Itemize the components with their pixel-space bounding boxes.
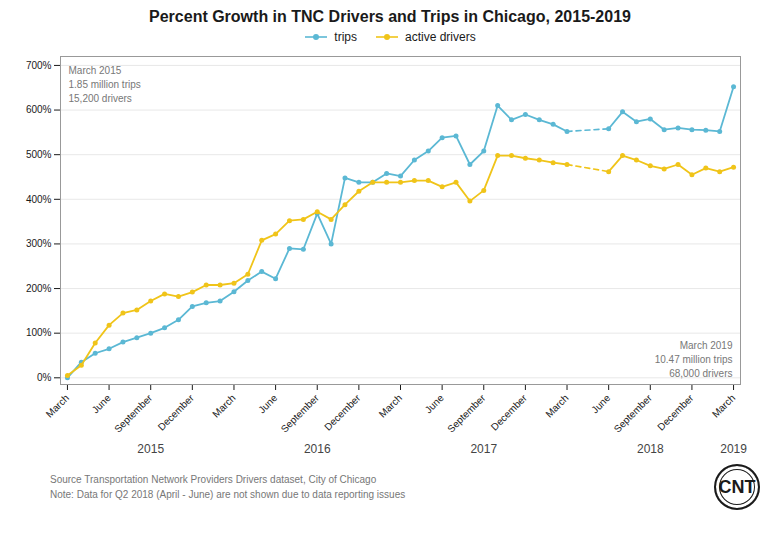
svg-text:March: March [543, 392, 570, 419]
svg-text:December: December [489, 392, 530, 433]
svg-text:March: March [44, 392, 71, 419]
svg-text:December: December [322, 392, 363, 433]
svg-text:100%: 100% [26, 327, 52, 338]
svg-text:700%: 700% [26, 60, 52, 71]
html-text:CNT: CNT [718, 476, 756, 497]
html-text:Note: Data for Q2 2018 (April: Note: Data for Q2 2018 (April - June) ar… [50, 489, 406, 500]
html-text:active drivers: active drivers [405, 30, 476, 44]
svg-text:400%: 400% [26, 194, 52, 205]
svg-text:March 201910.47 million trips6: March 201910.47 million trips68,000 driv… [655, 340, 733, 379]
html-text:Percent Growth in TNC Drivers: Percent Growth in TNC Drivers and Trips … [149, 8, 631, 25]
svg-text:2017: 2017 [470, 442, 497, 456]
svg-text:2015: 2015 [137, 442, 164, 456]
html-text:Source Transportation Network: Source Transportation Network Providers … [50, 474, 377, 485]
svg-text:December: December [655, 392, 696, 433]
svg-text:September: September [279, 392, 322, 435]
svg-text:2019: 2019 [720, 442, 747, 456]
svg-text:2018: 2018 [637, 442, 664, 456]
svg-text:200%: 200% [26, 283, 52, 294]
html-text:trips: trips [334, 30, 357, 44]
svg-text:March 20151.85 million trips15: March 20151.85 million trips15,200 drive… [69, 65, 141, 104]
svg-text:300%: 300% [26, 238, 52, 249]
svg-text:0%: 0% [37, 372, 52, 383]
svg-text:June: June [589, 392, 612, 415]
svg-text:March: March [377, 392, 404, 419]
svg-text:June: June [256, 392, 279, 415]
svg-text:March: March [710, 392, 737, 419]
svg-text:September: September [612, 392, 655, 435]
svg-text:2016: 2016 [304, 442, 331, 456]
svg-text:March: March [210, 392, 237, 419]
svg-text:500%: 500% [26, 149, 52, 160]
svg-text:September: September [445, 392, 488, 435]
svg-text:600%: 600% [26, 104, 52, 115]
svg-text:June: June [423, 392, 446, 415]
svg-text:December: December [156, 392, 197, 433]
svg-text:June: June [90, 392, 113, 415]
svg-text:September: September [112, 392, 155, 435]
